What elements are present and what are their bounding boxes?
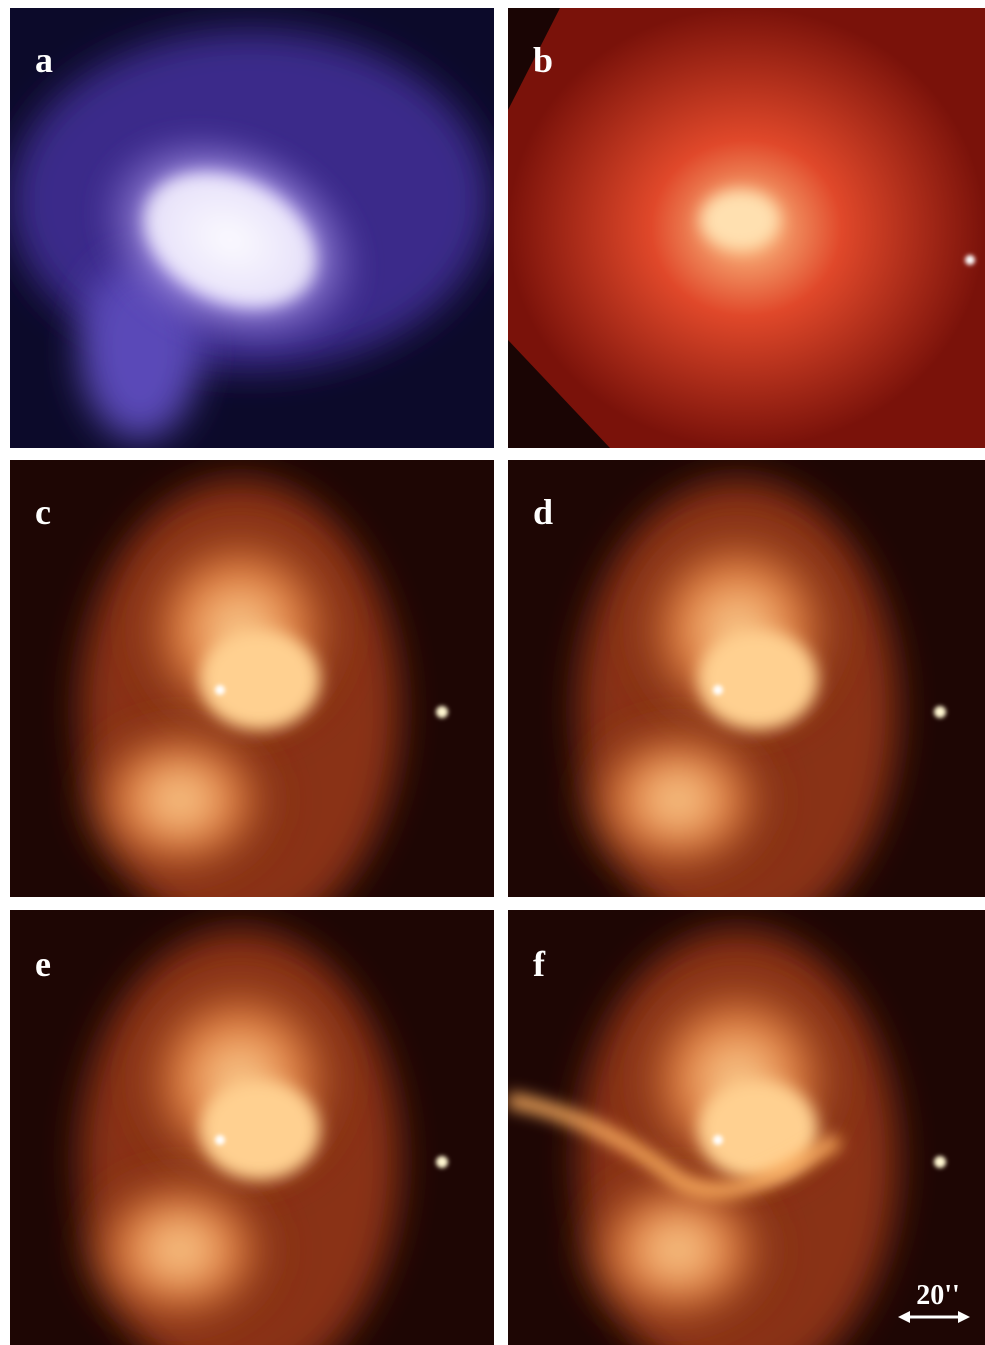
figure: a b c d e f 20''	[0, 0, 985, 1345]
panel-d	[508, 460, 985, 940]
scale-bar-label: 20''	[916, 1280, 960, 1311]
panel-f	[508, 910, 985, 1345]
panel-label: e	[35, 944, 51, 984]
panel-label: b	[533, 40, 553, 80]
panel-e	[10, 910, 494, 1345]
page: a b c d e f 20'' (() => { const data = J…	[0, 0, 985, 1345]
panel-a	[10, 8, 494, 448]
panel-label: a	[35, 40, 53, 80]
panel-label: d	[533, 492, 553, 532]
panel-c	[10, 460, 494, 940]
panel-label: f	[533, 944, 546, 984]
panel-label: c	[35, 492, 51, 532]
panel-b	[508, 8, 985, 448]
